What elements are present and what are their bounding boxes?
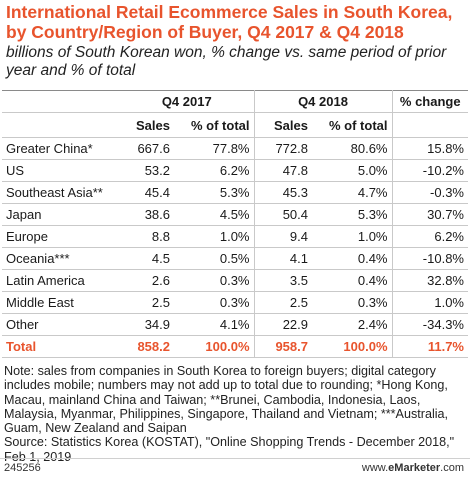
- group-header-q4-2018: Q4 2018: [254, 90, 393, 113]
- footnote: Note: sales from companies in South Kore…: [4, 364, 468, 464]
- sales-2017-cell: 53.2: [120, 159, 174, 182]
- change-cell: 15.8%: [392, 137, 468, 160]
- share-2018-cell: 0.4%: [312, 269, 393, 292]
- share-2018-cell: 0.3%: [312, 291, 393, 314]
- table-row: Middle East 2.5 0.3% 2.5 0.3% 1.0%: [2, 291, 468, 314]
- row-label: Other: [2, 313, 120, 336]
- sales-2018-cell: 2.5: [254, 291, 312, 314]
- share-2018-cell: 5.0%: [312, 159, 393, 182]
- header-empty-2: [2, 112, 120, 138]
- sales-2017-cell: 45.4: [120, 181, 174, 204]
- sales-2017-cell: 2.5: [120, 291, 174, 314]
- sales-2017-cell: 858.2: [120, 335, 174, 358]
- row-label: Total: [2, 335, 120, 358]
- sales-2018-cell: 958.7: [254, 335, 312, 358]
- chart-id: 245256: [4, 462, 41, 474]
- sales-2018-cell: 45.3: [254, 181, 312, 204]
- sales-2017-cell: 34.9: [120, 313, 174, 336]
- column-header-change-empty: [392, 112, 468, 138]
- row-label: Greater China*: [2, 137, 120, 160]
- site-credit: www.eMarketer.com: [362, 462, 464, 474]
- sales-2017-cell: 2.6: [120, 269, 174, 292]
- change-cell: 30.7%: [392, 203, 468, 226]
- chart-title: International Retail Ecommerce Sales in …: [6, 2, 453, 42]
- sales-2018-cell: 4.1: [254, 247, 312, 270]
- site-brand: eMarketer: [388, 462, 441, 474]
- note-text: Note: sales from companies in South Kore…: [4, 364, 449, 436]
- share-2018-cell: 4.7%: [312, 181, 393, 204]
- header-empty: [2, 90, 120, 113]
- share-2017-cell: 5.3%: [174, 181, 255, 204]
- share-2017-cell: 77.8%: [174, 137, 255, 160]
- sales-2018-cell: 3.5: [254, 269, 312, 292]
- sales-2017-cell: 38.6: [120, 203, 174, 226]
- site-suffix: .com: [440, 462, 464, 474]
- table-row: Latin America 2.6 0.3% 3.5 0.4% 32.8%: [2, 269, 468, 292]
- column-header-share-2017: % of total: [174, 112, 255, 138]
- share-2017-cell: 1.0%: [174, 225, 255, 248]
- change-cell: 11.7%: [392, 335, 468, 358]
- row-label: US: [2, 159, 120, 182]
- column-header-sales-2018: Sales: [254, 112, 312, 138]
- share-2017-cell: 0.5%: [174, 247, 255, 270]
- row-label: Southeast Asia**: [2, 181, 120, 204]
- change-cell: 1.0%: [392, 291, 468, 314]
- share-2018-cell: 100.0%: [312, 335, 393, 358]
- share-2018-cell: 5.3%: [312, 203, 393, 226]
- table-row: Other 34.9 4.1% 22.9 2.4% -34.3%: [2, 313, 468, 336]
- chart-subtitle: billions of South Korean won, % change v…: [6, 44, 447, 79]
- share-2018-cell: 80.6%: [312, 137, 393, 160]
- row-label: Oceania***: [2, 247, 120, 270]
- sales-2017-cell: 8.8: [120, 225, 174, 248]
- share-2018-cell: 0.4%: [312, 247, 393, 270]
- share-2017-cell: 0.3%: [174, 291, 255, 314]
- footer-divider: [0, 458, 470, 459]
- share-2018-cell: 1.0%: [312, 225, 393, 248]
- sales-2018-cell: 47.8: [254, 159, 312, 182]
- total-row: Total 858.2 100.0% 958.7 100.0% 11.7%: [2, 335, 468, 358]
- group-header-q4-2017: Q4 2017: [120, 90, 255, 113]
- table-row: Oceania*** 4.5 0.5% 4.1 0.4% -10.8%: [2, 247, 468, 270]
- change-cell: -10.8%: [392, 247, 468, 270]
- change-cell: -10.2%: [392, 159, 468, 182]
- column-header-row: Sales % of total Sales % of total: [2, 112, 468, 138]
- column-header-share-2018: % of total: [312, 112, 393, 138]
- sales-2017-cell: 667.6: [120, 137, 174, 160]
- table-row: Greater China* 667.6 77.8% 772.8 80.6% 15.8%: [2, 137, 468, 160]
- sales-2018-cell: 22.9: [254, 313, 312, 336]
- column-header-sales-2017: Sales: [120, 112, 174, 138]
- change-cell: -34.3%: [392, 313, 468, 336]
- sales-2018-cell: 50.4: [254, 203, 312, 226]
- share-2017-cell: 100.0%: [174, 335, 255, 358]
- group-header-change: % change: [392, 90, 468, 113]
- data-table: Q4 2017 Q4 2018 % change Sales % of tota…: [2, 90, 468, 358]
- row-label: Middle East: [2, 291, 120, 314]
- row-label: Latin America: [2, 269, 120, 292]
- share-2017-cell: 4.5%: [174, 203, 255, 226]
- sales-2017-cell: 4.5: [120, 247, 174, 270]
- table-row: Europe 8.8 1.0% 9.4 1.0% 6.2%: [2, 225, 468, 248]
- table-row: US 53.2 6.2% 47.8 5.0% -10.2%: [2, 159, 468, 182]
- sales-2018-cell: 9.4: [254, 225, 312, 248]
- change-cell: -0.3%: [392, 181, 468, 204]
- source-text: Source: Statistics Korea (KOSTAT), "Onli…: [4, 435, 455, 464]
- row-label: Japan: [2, 203, 120, 226]
- sales-2018-cell: 772.8: [254, 137, 312, 160]
- share-2018-cell: 2.4%: [312, 313, 393, 336]
- site-prefix: www.: [361, 462, 389, 474]
- table-row: Japan 38.6 4.5% 50.4 5.3% 30.7%: [2, 203, 468, 226]
- share-2017-cell: 6.2%: [174, 159, 255, 182]
- group-header-row: Q4 2017 Q4 2018 % change: [2, 90, 468, 113]
- row-label: Europe: [2, 225, 120, 248]
- share-2017-cell: 4.1%: [174, 313, 255, 336]
- share-2017-cell: 0.3%: [174, 269, 255, 292]
- change-cell: 32.8%: [392, 269, 468, 292]
- table-row: Southeast Asia** 45.4 5.3% 45.3 4.7% -0.3%: [2, 181, 468, 204]
- change-cell: 6.2%: [392, 225, 468, 248]
